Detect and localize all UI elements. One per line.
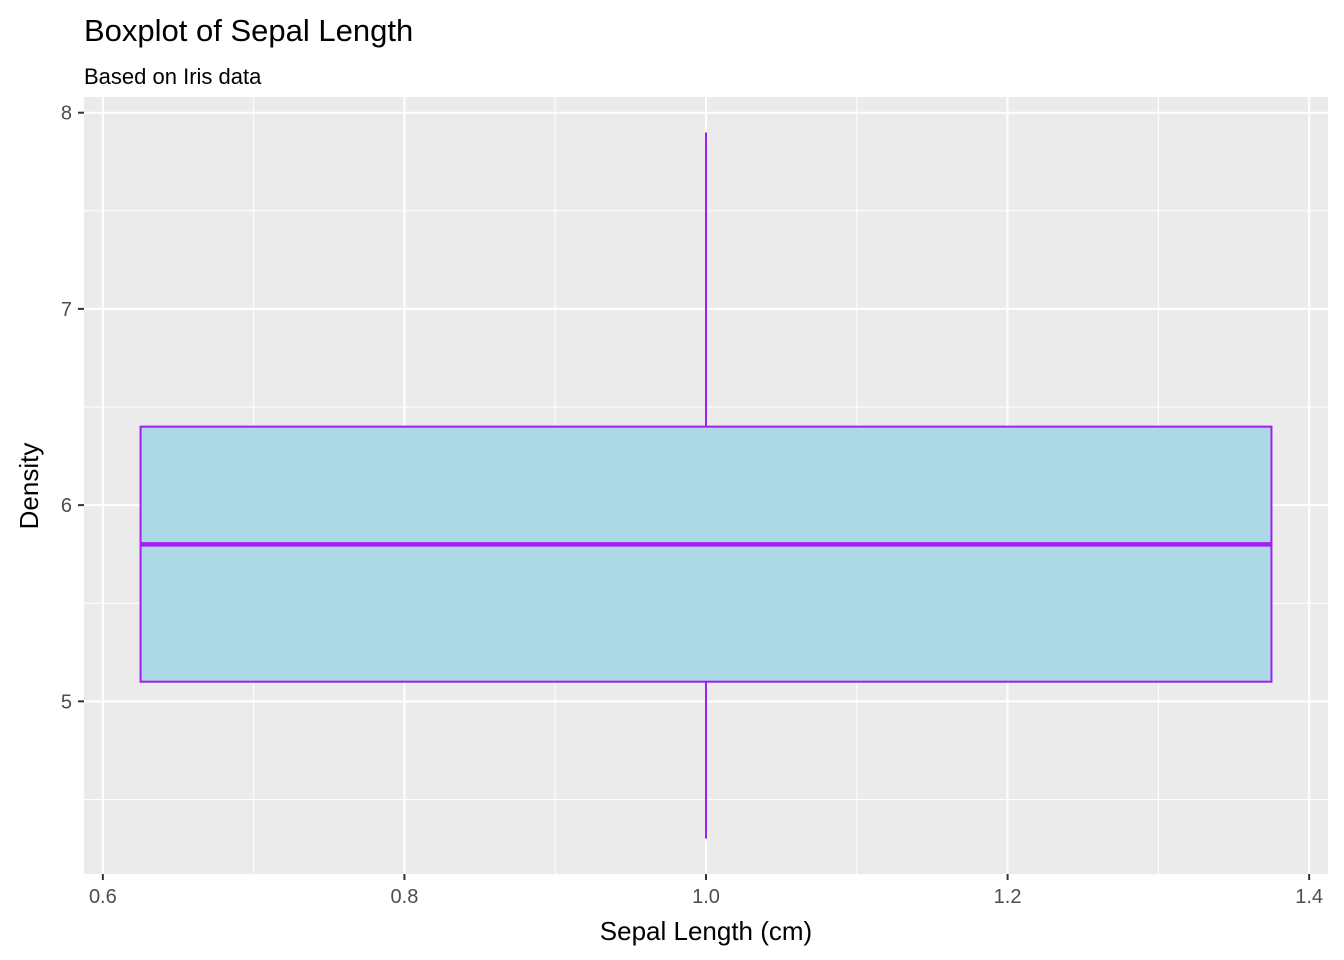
chart-title: Boxplot of Sepal Length [84,13,413,48]
interquartile-box [139,425,1273,683]
y-tick-label-1: 6 [61,495,72,517]
y-axis-title: Density [14,443,44,530]
x-axis-ticks: 0.6 0.8 1.0 1.2 1.4 [89,874,1323,908]
y-axis-ticks: 5 6 7 8 [61,103,84,713]
x-axis-title: Sepal Length (cm) [600,916,812,946]
x-tick-label-1: 0.8 [391,886,419,908]
x-tick-label-4: 1.4 [1295,886,1323,908]
y-tick-label-3: 8 [61,103,72,125]
x-tick-label-0: 0.6 [89,886,117,908]
chart-subtitle: Based on Iris data [84,64,262,89]
y-tick-label-2: 7 [61,299,72,321]
y-tick-label-0: 5 [61,691,72,713]
x-tick-label-2: 1.0 [692,886,720,908]
x-tick-label-3: 1.2 [994,886,1022,908]
boxplot-marks [139,132,1273,839]
